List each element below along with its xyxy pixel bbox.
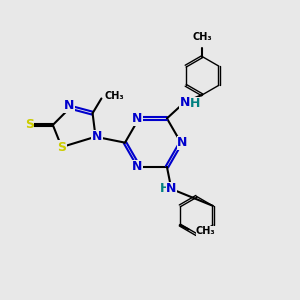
Text: H: H bbox=[160, 182, 170, 195]
Text: N: N bbox=[166, 182, 176, 195]
Text: CH₃: CH₃ bbox=[105, 91, 124, 101]
Text: N: N bbox=[132, 160, 143, 173]
Text: S: S bbox=[25, 118, 34, 131]
Text: CH₃: CH₃ bbox=[193, 32, 212, 42]
Text: N: N bbox=[92, 130, 102, 143]
Text: N: N bbox=[179, 96, 190, 109]
Text: N: N bbox=[132, 112, 143, 125]
Text: N: N bbox=[177, 136, 188, 149]
Text: S: S bbox=[57, 141, 66, 154]
Text: N: N bbox=[64, 99, 74, 112]
Text: CH₃: CH₃ bbox=[196, 226, 216, 236]
Text: H: H bbox=[190, 97, 200, 110]
